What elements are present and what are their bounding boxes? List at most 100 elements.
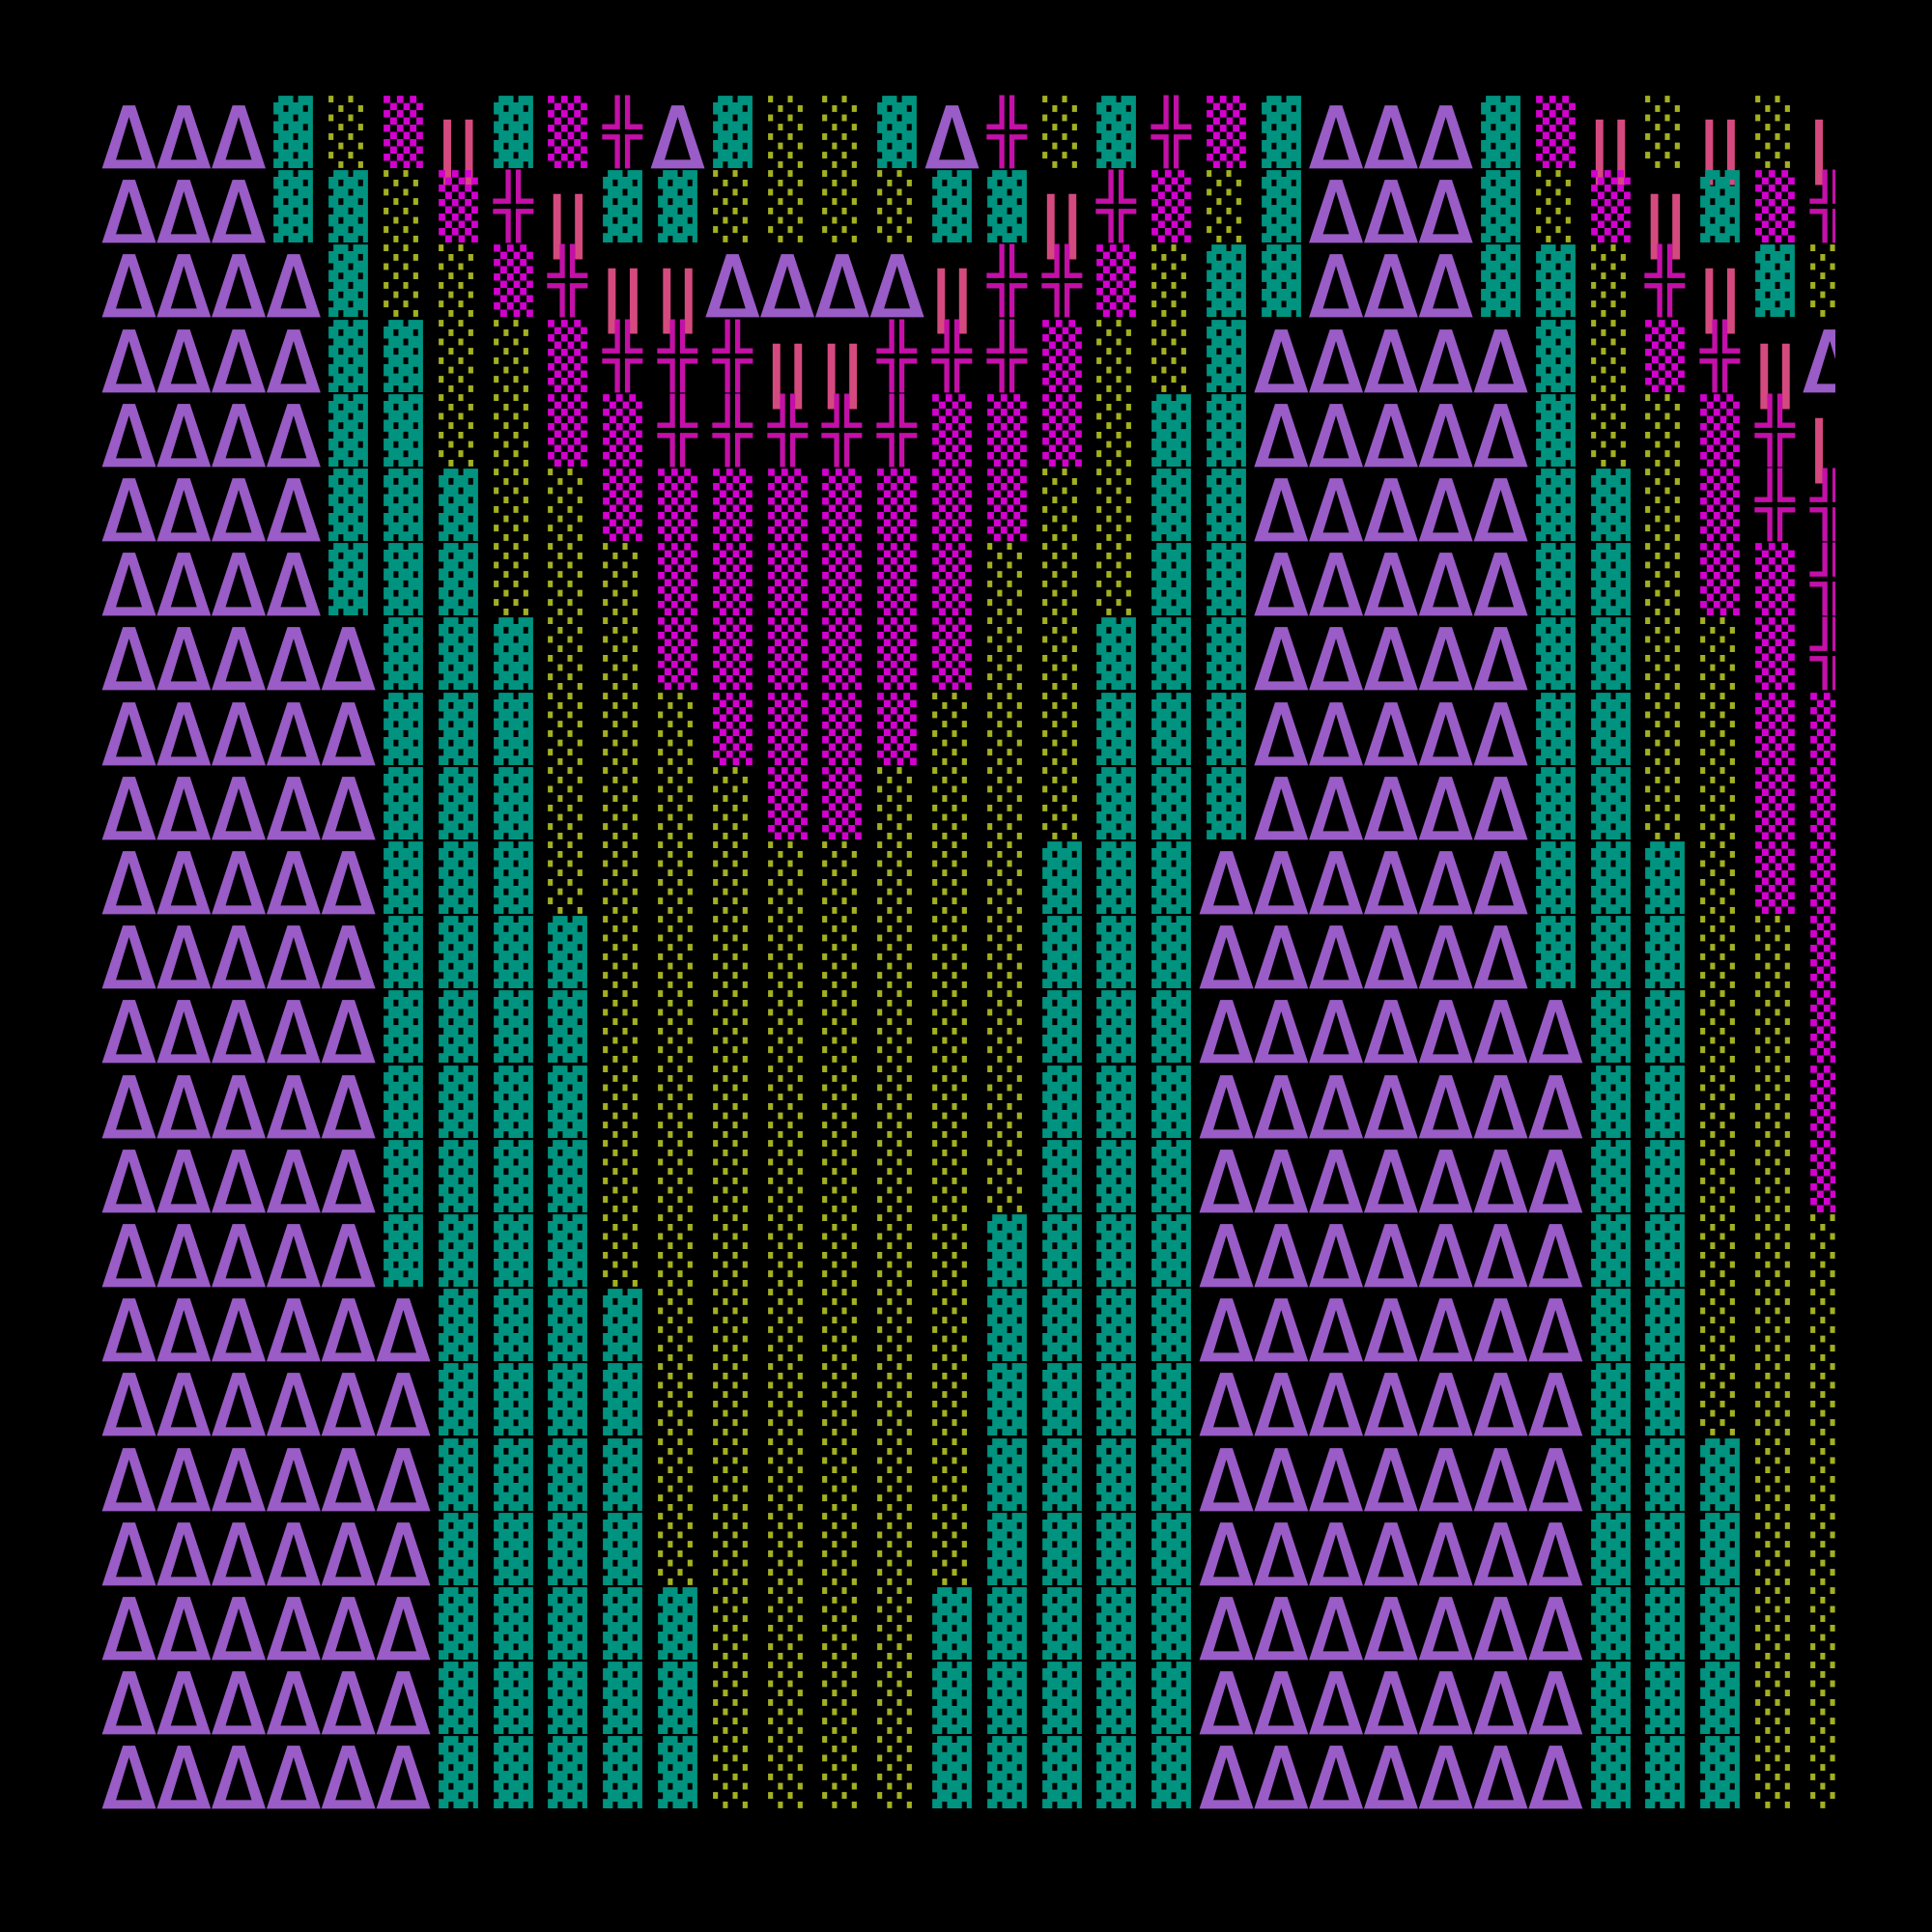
light-shade-glyph: ░ — [822, 1737, 863, 1809]
double-bar-glyph: ‖ — [650, 259, 705, 335]
double-cross-glyph: ╬ — [712, 320, 753, 392]
light-shade-glyph: ░ — [1041, 97, 1082, 169]
medium-shade-glyph: ▒ — [658, 544, 697, 616]
dark-shade-glyph: ▓ — [1700, 1737, 1741, 1809]
dark-shade-glyph: ▓ — [438, 1737, 478, 1809]
double-cross-glyph: ╬ — [986, 97, 1027, 169]
light-shade-glyph: ░ — [932, 693, 972, 765]
light-shade-glyph: ░ — [986, 693, 1027, 765]
triangle-glyph: Δ — [211, 388, 268, 487]
double-bar-glyph: ‖ — [1803, 115, 1835, 181]
light-shade-glyph: ░ — [493, 469, 533, 542]
triangle-glyph: Δ — [211, 240, 268, 338]
dark-shade-glyph: ▓ — [986, 1737, 1027, 1809]
dark-shade-glyph: ▓ — [493, 767, 533, 840]
medium-shade-glyph: ▒ — [603, 394, 643, 468]
dark-shade-glyph: ▓ — [384, 767, 423, 840]
triangle-glyph: Δ — [1253, 537, 1310, 637]
triangle-glyph: Δ — [156, 761, 213, 860]
dark-shade-glyph: ▓ — [932, 171, 972, 243]
medium-shade-glyph: ▒ — [1755, 544, 1795, 616]
light-shade-glyph: ░ — [712, 171, 753, 243]
double-bar-glyph: ‖ — [1692, 109, 1747, 186]
triangle-glyph: Δ — [1417, 388, 1474, 487]
light-shade-glyph: ░ — [1590, 394, 1631, 468]
triangle-glyph: Δ — [923, 93, 980, 189]
medium-shade-glyph: ▒ — [603, 469, 643, 542]
light-shade-glyph: ░ — [1096, 320, 1137, 392]
triangle-glyph: Δ — [211, 463, 268, 562]
dark-shade-glyph: ▓ — [1096, 1737, 1137, 1809]
medium-shade-glyph: ▒ — [932, 394, 972, 468]
medium-shade-glyph: ▒ — [1700, 394, 1741, 468]
triangle-glyph: Δ — [101, 612, 157, 711]
triangle-glyph: Δ — [320, 761, 377, 860]
light-shade-glyph: ░ — [548, 544, 588, 616]
double-cross-glyph: ╬ — [1041, 245, 1082, 318]
glyph-row: ΔΔΔ▓░▒‖▓▒╬Δ▓░░▓Δ╬░▓╬▒▓ΔΔΔ▓▒‖░‖░‖ — [101, 93, 1835, 1851]
double-cross-glyph: ╬ — [1755, 394, 1795, 468]
medium-shade-glyph: ▒ — [548, 320, 588, 392]
dark-shade-glyph: ▓ — [1151, 469, 1192, 542]
triangle-glyph: Δ — [211, 612, 268, 711]
medium-shade-glyph: ▒ — [712, 469, 753, 542]
double-cross-glyph: ╬ — [767, 394, 808, 468]
triangle-glyph: Δ — [211, 687, 268, 785]
light-shade-glyph: ░ — [438, 320, 478, 392]
double-bar-glyph: ‖ — [540, 184, 596, 261]
double-cross-glyph: ╬ — [603, 320, 643, 392]
triangle-glyph: Δ — [1363, 314, 1420, 412]
light-shade-glyph: ░ — [1041, 544, 1082, 616]
triangle-glyph: Δ — [1363, 93, 1420, 189]
double-cross-glyph: ╬ — [877, 320, 918, 392]
medium-shade-glyph: ▒ — [1590, 171, 1631, 243]
dark-shade-glyph: ▓ — [1207, 544, 1246, 616]
light-shade-glyph: ░ — [603, 693, 643, 765]
double-cross-glyph: ╬ — [986, 245, 1027, 318]
medium-shade-glyph: ▒ — [822, 618, 863, 691]
triangle-glyph: Δ — [1363, 164, 1420, 264]
triangle-glyph: Δ — [868, 240, 925, 338]
medium-shade-glyph: ▒ — [767, 693, 808, 765]
triangle-glyph: Δ — [211, 537, 268, 637]
triangle-glyph: Δ — [156, 687, 213, 785]
triangle-glyph: Δ — [1253, 388, 1310, 487]
dark-shade-glyph: ▓ — [1041, 1737, 1082, 1809]
triangle-glyph: Δ — [156, 612, 213, 711]
triangle-glyph: Δ — [649, 93, 706, 189]
triangle-glyph: Δ — [101, 687, 157, 785]
triangle-glyph: Δ — [1417, 93, 1474, 189]
triangle-glyph: Δ — [1472, 612, 1529, 711]
triangle-glyph: Δ — [1253, 612, 1310, 711]
dark-shade-glyph: ▓ — [658, 1737, 697, 1809]
triangle-glyph: Δ — [1417, 537, 1474, 637]
double-cross-glyph: ╬ — [1096, 171, 1137, 243]
triangle-glyph: Δ — [1253, 687, 1310, 785]
triangle-glyph: Δ — [1472, 1731, 1529, 1830]
medium-shade-glyph: ▒ — [877, 544, 918, 616]
dark-shade-glyph: ▓ — [1481, 171, 1520, 243]
light-shade-glyph: ░ — [548, 693, 588, 765]
medium-shade-glyph: ▒ — [384, 97, 423, 169]
triangle-glyph: Δ — [211, 314, 268, 412]
dark-shade-glyph: ▓ — [1261, 97, 1301, 169]
light-shade-glyph: ░ — [493, 394, 533, 468]
triangle-glyph: Δ — [320, 612, 377, 711]
dark-shade-glyph: ▓ — [1645, 1737, 1686, 1809]
dark-shade-glyph: ▓ — [1755, 245, 1795, 318]
dark-shade-glyph: ▓ — [493, 618, 533, 691]
double-cross-glyph: ╬ — [658, 320, 697, 392]
medium-shade-glyph: ▒ — [1645, 320, 1686, 392]
double-bar-glyph: ‖ — [924, 259, 980, 335]
double-cross-glyph: ╬ — [603, 97, 643, 169]
dark-shade-glyph: ▓ — [384, 320, 423, 392]
dark-shade-glyph: ▓ — [1207, 245, 1246, 318]
dark-shade-glyph: ▓ — [1481, 245, 1520, 318]
light-shade-glyph: ░ — [603, 544, 643, 616]
triangle-glyph: Δ — [1308, 314, 1365, 412]
dark-shade-glyph: ▓ — [384, 693, 423, 765]
dark-shade-glyph: ▓ — [493, 1737, 533, 1809]
dark-shade-glyph: ▓ — [493, 97, 533, 169]
medium-shade-glyph: ▒ — [1041, 394, 1082, 468]
